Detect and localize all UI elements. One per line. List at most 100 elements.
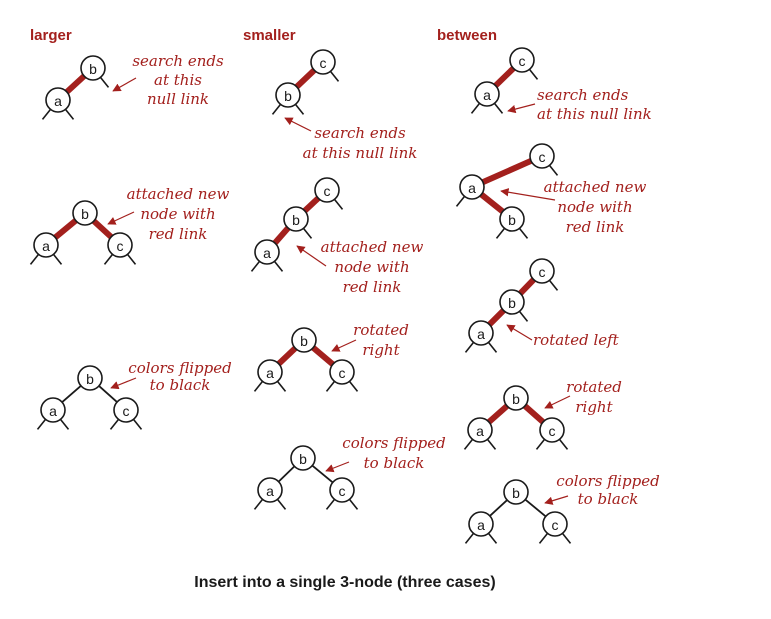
- null-link-c-right: [132, 418, 143, 430]
- annotation-arrow: [107, 211, 135, 225]
- annotation: colors flipped to black: [342, 434, 445, 472]
- red-link-b-c: [91, 218, 114, 240]
- annotation: search ends at this null link: [303, 124, 418, 162]
- svg-text:a: a: [42, 238, 50, 254]
- svg-text:c: c: [117, 238, 124, 254]
- tree-node-a: a: [257, 359, 283, 385]
- svg-text:a: a: [266, 365, 274, 381]
- red-link-b-a: [486, 403, 510, 425]
- diagram-between-5: b a c colors flipped to black: [464, 472, 660, 544]
- black-link-b-a: [277, 465, 296, 483]
- red-link-a-b: [479, 192, 505, 214]
- svg-text:b: b: [89, 61, 97, 77]
- null-link-a-right: [487, 532, 498, 544]
- tree-node-b: b: [291, 327, 317, 353]
- svg-text:b: b: [86, 371, 94, 387]
- svg-text:a: a: [476, 423, 484, 439]
- red-link-c-b: [294, 68, 317, 89]
- null-link-b-left: [271, 103, 282, 115]
- annotation-text: search ends at this null link: [537, 86, 652, 123]
- svg-text:c: c: [552, 517, 559, 533]
- svg-text:a: a: [49, 403, 57, 419]
- annotation: attached new node with red link: [321, 238, 424, 296]
- column-header-smaller: smaller: [243, 27, 296, 44]
- diagram-smaller-2: c b a attached new node with red link: [250, 177, 424, 296]
- svg-text:c: c: [123, 403, 130, 419]
- tree-node-c: c: [542, 511, 568, 537]
- null-link-a-left: [253, 380, 264, 392]
- red-link-c-a: [481, 158, 533, 185]
- null-link-c-left: [325, 498, 336, 510]
- diagram-smaller-4: b a c colors flipped to black: [253, 434, 446, 510]
- tree-node-a: a: [474, 81, 500, 107]
- tree-node-a: a: [40, 397, 66, 423]
- svg-text:b: b: [300, 333, 308, 349]
- red-link-b-c: [522, 403, 546, 425]
- svg-text:a: a: [263, 245, 271, 261]
- null-link-c-left: [535, 438, 546, 450]
- null-link-b-right: [294, 103, 305, 115]
- svg-text:c: c: [539, 149, 546, 165]
- null-link-c-right: [548, 164, 559, 176]
- null-link-c-left: [109, 418, 120, 430]
- annotation-text: colors flipped to black: [556, 472, 659, 508]
- null-link-a-left: [470, 102, 481, 114]
- annotation-arrow: [112, 77, 137, 92]
- svg-text:b: b: [284, 88, 292, 104]
- svg-text:a: a: [477, 326, 485, 342]
- diagram-between-1: c a search ends at this null link: [470, 47, 652, 123]
- tree-node-c: c: [310, 49, 336, 75]
- annotation: colors flipped to black: [128, 359, 231, 394]
- annotation-arrow: [331, 339, 357, 352]
- null-link-c-right: [561, 532, 572, 544]
- tree-node-b: b: [503, 385, 529, 411]
- column-header-larger: larger: [30, 27, 72, 44]
- null-link-c-right: [548, 279, 559, 291]
- tree-node-c: c: [329, 477, 355, 503]
- svg-text:a: a: [468, 180, 476, 196]
- red-link-b-a: [276, 346, 298, 366]
- red-link-b-a: [53, 218, 78, 240]
- annotation-arrow: [500, 188, 556, 201]
- tree-node-a: a: [257, 477, 283, 503]
- tree-node-a: a: [467, 417, 493, 443]
- null-link-c-left: [325, 380, 336, 392]
- null-link-a-right: [276, 380, 287, 392]
- svg-text:c: c: [519, 53, 526, 69]
- null-link-a-right: [486, 438, 497, 450]
- tree-node-b: b: [499, 289, 525, 315]
- tree-node-b: b: [77, 365, 103, 391]
- tree-node-a: a: [33, 232, 59, 258]
- annotation-text: attached new node with red link: [544, 178, 647, 236]
- diagram-smaller-1: c b search ends at this null link: [271, 49, 418, 162]
- null-link-c-left: [538, 532, 549, 544]
- null-link-a-right: [64, 108, 75, 120]
- svg-text:b: b: [81, 206, 89, 222]
- red-link-c-a: [493, 66, 516, 88]
- tree-node-a: a: [459, 174, 485, 200]
- null-link-a-left: [41, 108, 52, 120]
- null-link-a-left: [253, 498, 264, 510]
- null-link-a-left: [464, 341, 475, 353]
- tree-node-a: a: [468, 511, 494, 537]
- tree-node-c: c: [329, 359, 355, 385]
- null-link-c-left: [103, 253, 114, 265]
- svg-text:c: c: [539, 264, 546, 280]
- null-link-c-right: [329, 70, 340, 82]
- svg-text:b: b: [512, 485, 520, 501]
- black-link-b-c: [524, 498, 547, 518]
- null-link-a-right: [487, 341, 498, 353]
- null-link-c-right: [333, 198, 344, 210]
- svg-text:a: a: [54, 93, 62, 109]
- svg-text:c: c: [549, 423, 556, 439]
- null-link-b-right: [302, 227, 313, 239]
- red-link-c-b: [518, 277, 536, 296]
- annotation-text: attached new node with red link: [127, 185, 230, 243]
- annotation-arrow: [325, 461, 350, 473]
- diagram-between-3: c b a rotated left: [464, 258, 620, 353]
- annotation-text: rotated right: [353, 321, 409, 359]
- tree-node-a: a: [468, 320, 494, 346]
- null-link-a-right: [276, 498, 287, 510]
- annotation-text: rotated left: [533, 331, 620, 349]
- tree-node-b: b: [275, 82, 301, 108]
